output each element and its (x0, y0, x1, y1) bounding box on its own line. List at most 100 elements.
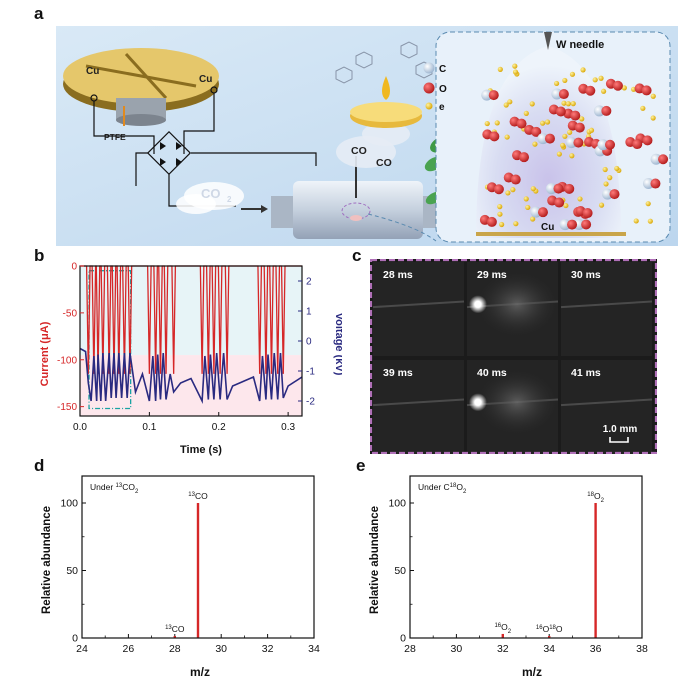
chart-b-left-tick-label: -150 (57, 402, 77, 413)
electron-icon (425, 102, 433, 110)
electron-particle (505, 190, 511, 196)
electron-particle (530, 186, 536, 192)
frame-30-ms: 30 ms (560, 262, 653, 356)
electron-particle (569, 71, 576, 77)
discharge-flash (468, 295, 487, 314)
chart-b-right-tick-label: -2 (306, 397, 315, 408)
oxygen-particle (488, 90, 499, 101)
chart-b-right-tick-label: 0 (306, 337, 312, 348)
chart-e-y-tick-label: 0 (400, 633, 406, 645)
oxygen-particle (582, 208, 593, 219)
cu-left-label: Cu (86, 66, 99, 77)
electron-particle (565, 101, 571, 107)
spectrum-peak-label: 18O2 (587, 491, 604, 504)
electron-particle (621, 85, 627, 91)
chart-e-x-tick-label: 34 (543, 643, 555, 655)
frame-time-label: 40 ms (477, 367, 507, 379)
frame-time-label: 39 ms (383, 367, 413, 379)
carbon-particle (565, 137, 577, 149)
co2-inlet: CO 2 (176, 182, 268, 214)
carbon-particle (642, 178, 654, 190)
carbon-particle (481, 89, 493, 101)
oxygen-particle (553, 183, 564, 194)
frame-time-label: 29 ms (477, 269, 507, 281)
electron-particle (507, 99, 513, 105)
spectrum-peak-label: 13CO (165, 624, 185, 634)
oxygen-particle (537, 207, 548, 218)
electron-particle (570, 101, 576, 107)
legend-c: C (439, 64, 446, 75)
electron-particle (512, 63, 518, 69)
oxygen-particle (581, 219, 592, 230)
spectrum-peak-bar (548, 636, 551, 638)
oxygen-atom-icon (423, 82, 435, 94)
spectrum-peak-label: 13CO (188, 491, 208, 501)
carbon-particle (597, 139, 609, 151)
electron-particle (614, 165, 620, 172)
oxygen-particle (605, 139, 616, 150)
oxygen-particle (486, 216, 497, 227)
chart-b-right-tick-label: 1 (306, 307, 312, 318)
cu-bottom-label: Cu (541, 222, 554, 233)
chart-b-x-tick-label: 0.1 (142, 422, 156, 433)
carbon-particle (573, 218, 585, 230)
electron-particle (504, 134, 510, 140)
frame-41-ms: 41 ms (560, 360, 653, 454)
oxygen-particle (531, 126, 542, 137)
molecule-legend: C O e (423, 62, 447, 113)
spectrum-peak-label: 16O18O (536, 624, 563, 634)
chart-d-x-tick-label: 28 (169, 643, 181, 655)
oxygen-particle (493, 184, 504, 195)
chart-d-y-tick-label: 0 (72, 633, 78, 645)
voltage-series-line (79, 347, 303, 405)
electron-particle (484, 120, 490, 127)
spectrum-peak-bar (173, 636, 176, 638)
w-needle-label: W needle (556, 39, 604, 51)
electron-particle (560, 142, 566, 148)
oxygen-particle (658, 154, 669, 165)
mass-spectrum-c18o2-panel: 28 30 32 34 36 38 0 50 100 16O2 16O18O 18O2 Under … (364, 460, 682, 680)
electron-particle (561, 100, 567, 106)
electron-particle (563, 202, 569, 209)
chart-e-y-tick-label: 50 (394, 565, 406, 577)
frame-grid: 28 ms 29 ms 30 ms 39 ms 40 ms 41 ms 1.0 mm (369, 258, 658, 455)
electron-particle (525, 204, 531, 211)
co-label-1: CO (351, 145, 367, 157)
oxygen-particle (573, 137, 584, 148)
oxygen-particle (570, 110, 581, 121)
oxygen-particle (642, 135, 653, 146)
electron-particle (497, 204, 503, 210)
co-label-2: CO (376, 157, 392, 169)
electron-particle (510, 187, 516, 193)
oxygen-particle (554, 197, 565, 208)
panel-letter-e: e (356, 456, 366, 475)
chart-d-y-tick-label: 100 (60, 498, 78, 510)
panel-letter-a: a (34, 4, 44, 23)
panel-letter-b: b (34, 246, 45, 265)
chart-e-x-tick-label: 30 (451, 643, 463, 655)
electron-particle (553, 80, 560, 87)
chart-e-xlabel: m/z (522, 665, 542, 679)
spectrum-peak-bar (501, 633, 504, 638)
chart-b-left-tick-label: 0 (71, 262, 77, 273)
oxygen-particle (516, 118, 527, 129)
schematic-panel: Cu Cu PTFE CO 2 (56, 26, 678, 246)
chart-b-left-tick-label: -50 (63, 308, 78, 319)
electron-particle (556, 151, 562, 157)
particle-cloud (479, 63, 669, 231)
diode-icons (160, 142, 182, 166)
electron-particle (544, 119, 551, 125)
schematic-diagram: Cu Cu PTFE CO 2 (56, 26, 678, 246)
carbon-atom-icon (423, 62, 435, 74)
chart-b-ylabel-right: Voltage (kV) (333, 313, 342, 376)
oxygen-particle (585, 85, 596, 96)
chart-b-ylabel-left: Current (μA) (39, 321, 51, 386)
chart-b-x-tick-label: 0.0 (73, 422, 87, 433)
panel-letter-d: d (34, 456, 45, 475)
electron-particle (499, 221, 505, 228)
chart-b-x-tick-label: 0.3 (281, 422, 295, 433)
electron-particle (497, 66, 503, 72)
electron-particle (567, 129, 573, 135)
chart-d-x-tick-label: 34 (308, 643, 320, 655)
frame-39-ms: 39 ms (372, 360, 465, 454)
